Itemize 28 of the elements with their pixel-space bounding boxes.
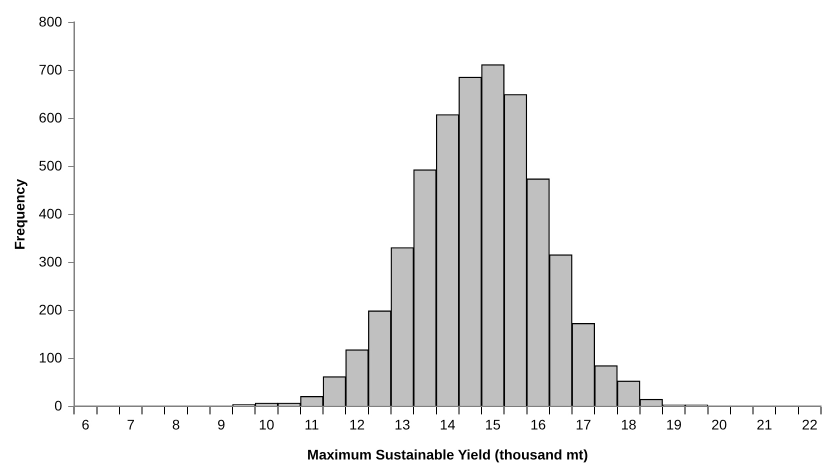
y-tick-label: 200	[38, 301, 62, 318]
x-tick-label: 7	[126, 416, 135, 433]
x-tick-label: 16	[530, 416, 546, 433]
x-tick-label: 13	[394, 416, 410, 433]
x-tick-label: 15	[485, 416, 501, 433]
x-tick-label: 19	[666, 416, 682, 433]
x-tick-label: 21	[756, 416, 772, 433]
x-tick-label: 6	[82, 416, 90, 433]
x-tick-label: 20	[711, 416, 728, 433]
y-tick-label: 700	[38, 61, 62, 78]
y-tick-label: 300	[38, 253, 62, 270]
y-tick-label: 500	[38, 157, 62, 174]
x-tick-label: 9	[217, 416, 226, 433]
x-tick-label: 8	[172, 416, 180, 433]
y-tick-label: 0	[54, 397, 62, 414]
x-tick-label: 18	[620, 416, 637, 433]
x-tick-label: 17	[576, 416, 592, 433]
x-tick-label: 12	[349, 416, 366, 433]
y-tick-label: 600	[38, 109, 62, 126]
x-tick-label: 10	[258, 416, 275, 433]
y-axis-title: Frequency	[11, 178, 28, 250]
x-tick-label: 11	[304, 416, 320, 433]
x-tick-label: 22	[802, 416, 818, 433]
y-tick-label: 800	[38, 13, 62, 30]
x-axis-title: Maximum Sustainable Yield (thousand mt)	[307, 446, 588, 462]
y-tick-label: 400	[38, 205, 62, 222]
x-tick-label: 14	[440, 416, 456, 433]
y-tick-label: 100	[38, 349, 62, 366]
